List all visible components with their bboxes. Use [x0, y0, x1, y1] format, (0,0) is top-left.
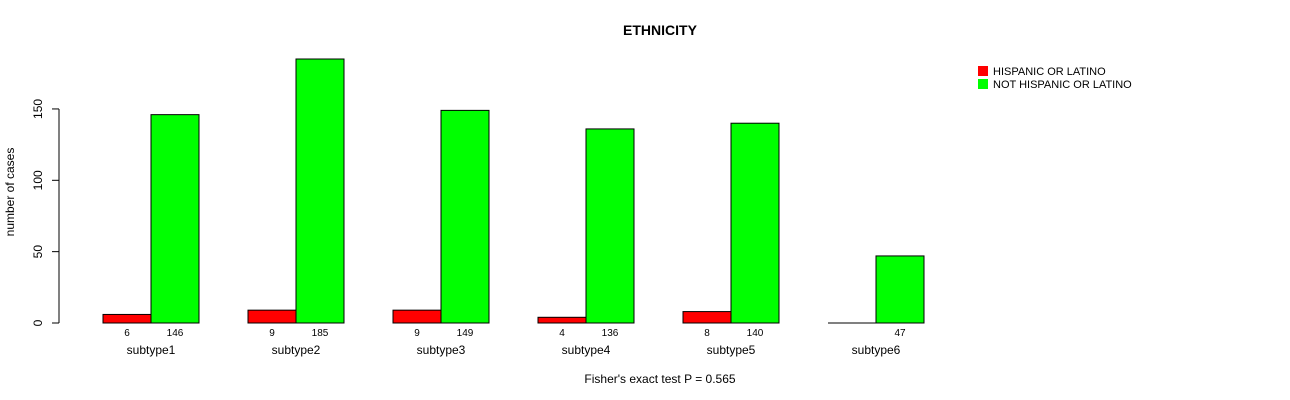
- bar-value-label: 9: [269, 328, 275, 339]
- x-category-label: subtype4: [562, 343, 611, 357]
- fisher-test-caption: Fisher's exact test P = 0.565: [584, 372, 735, 386]
- bar-group-subtype2: 9 185 subtype2: [247, 58, 345, 357]
- x-category-label: subtype3: [417, 343, 466, 357]
- y-tick-label: 0: [31, 319, 45, 326]
- bar-value-label: 9: [414, 328, 420, 339]
- bar-value-label: 6: [124, 328, 130, 339]
- bar-hispanic-subtype2: [247, 309, 297, 324]
- y-tick-label: 150: [31, 99, 45, 119]
- bar-group-subtype3: 9 149 subtype3: [392, 109, 490, 357]
- bar-not-hispanic-subtype5: [730, 122, 780, 324]
- bar-not-hispanic-subtype1: [150, 114, 200, 324]
- bar-value-label: 149: [457, 328, 474, 339]
- bar-not-hispanic-subtype6: [875, 255, 925, 324]
- bar-not-hispanic-subtype3: [440, 109, 490, 324]
- legend-label-hispanic: HISPANIC OR LATINO: [993, 66, 1106, 78]
- y-tick-label: 100: [31, 170, 45, 190]
- bar-group-subtype4: 4 136 subtype4: [537, 128, 635, 357]
- bar-groups: 6 146 subtype1 9 185 subtype2 9 149 subtype3 4 136…: [102, 58, 925, 357]
- bar-group-subtype1: 6 146 subtype1: [102, 114, 200, 357]
- bar-hispanic-subtype3: [392, 309, 442, 324]
- bar-value-label: 140: [747, 328, 764, 339]
- bar-value-label: 185: [312, 328, 329, 339]
- y-tick-label: 50: [31, 245, 45, 259]
- chart-title: ETHNICITY: [623, 22, 698, 38]
- x-category-label: subtype2: [272, 343, 321, 357]
- x-category-label: subtype5: [707, 343, 756, 357]
- bar-value-label: 8: [704, 328, 710, 339]
- x-category-label: subtype1: [127, 343, 176, 357]
- bar-group-subtype6: 47 subtype6: [828, 255, 925, 357]
- bar-not-hispanic-subtype2: [295, 58, 345, 324]
- bar-group-subtype5: 8 140 subtype5: [682, 122, 780, 357]
- legend-label-not-hispanic: NOT HISPANIC OR LATINO: [993, 79, 1132, 91]
- y-axis: 0 50 100 150: [31, 99, 60, 326]
- y-axis-label: number of cases: [3, 148, 17, 237]
- legend-swatch-not-hispanic: [978, 79, 988, 89]
- legend-swatch-hispanic: [978, 66, 988, 76]
- bar-value-label: 146: [167, 328, 184, 339]
- x-category-label: subtype6: [852, 343, 901, 357]
- bar-hispanic-subtype4: [537, 316, 587, 324]
- bar-value-label: 136: [602, 328, 619, 339]
- bar-hispanic-subtype1: [102, 313, 152, 324]
- bar-value-label: 4: [559, 328, 565, 339]
- bar-hispanic-subtype5: [682, 311, 732, 324]
- bar-value-label: 47: [894, 328, 906, 339]
- bar-not-hispanic-subtype4: [585, 128, 635, 324]
